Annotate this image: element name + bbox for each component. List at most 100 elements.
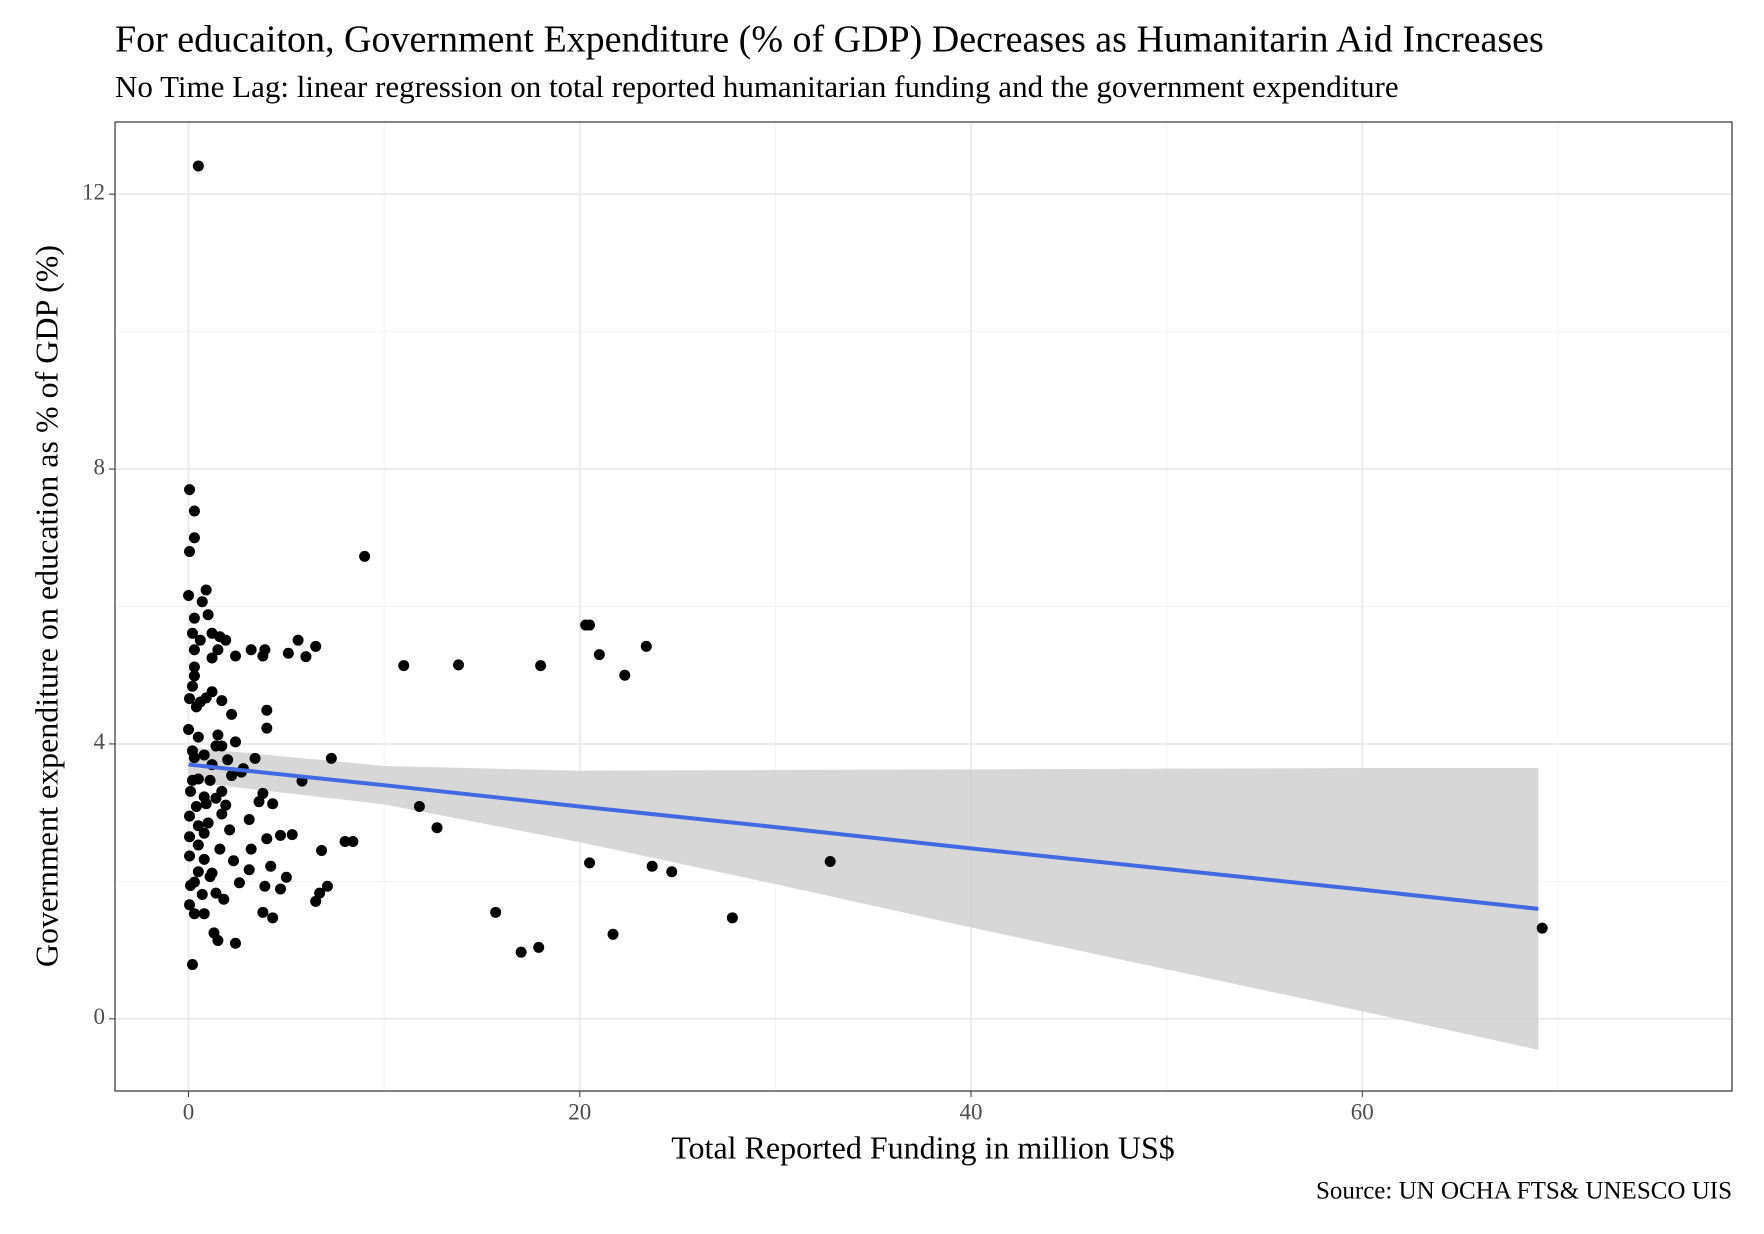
point [824,855,836,867]
point [646,860,658,872]
point [265,860,277,872]
x-tick-label: 0 [183,1099,195,1124]
point [184,693,196,705]
point [206,686,218,698]
point [490,906,502,918]
point [184,484,196,496]
confidence-band [188,747,1539,1050]
point [310,640,322,652]
point [192,160,204,172]
point [230,650,242,662]
point [259,880,271,892]
point [204,774,216,786]
point [186,680,198,692]
point [183,590,195,602]
point [192,866,204,878]
point [228,855,240,867]
point [261,704,273,716]
point [257,650,269,662]
point [186,959,198,971]
point [184,546,196,558]
point [214,843,226,855]
point [224,824,236,836]
point [261,722,273,734]
point [267,798,279,810]
point [257,787,269,799]
point [339,836,351,848]
point [198,791,210,803]
point [453,659,465,671]
point [245,843,257,855]
point [257,906,269,918]
point [640,640,652,652]
point [188,612,200,624]
point [274,883,286,895]
point [321,880,333,892]
point [226,708,238,720]
y-tick-label: 0 [94,1004,106,1029]
point [204,871,216,883]
point [292,634,304,646]
x-axis-title: Total Reported Funding in million US$ [671,1129,1175,1165]
point [359,550,371,562]
point [188,876,200,888]
point [198,749,210,761]
point [243,814,255,826]
point [218,893,230,905]
point [194,634,206,646]
point [185,785,197,797]
point [216,695,228,707]
point [194,696,206,708]
regression-line [188,762,1539,911]
point [210,740,222,752]
point [198,827,210,839]
point [183,724,195,736]
point [249,752,261,764]
y-tick-label: 8 [94,454,106,479]
point [190,800,202,812]
chart-title: For educaiton, Government Expenditure (%… [115,19,1544,61]
point [398,660,410,672]
point [216,785,228,797]
point [198,908,210,920]
y-tick-label: 4 [94,729,106,754]
point [186,627,198,639]
point [607,928,619,940]
caption: Source: UN OCHA FTS& UNESCO UIS [1316,1178,1732,1205]
point [188,670,200,682]
point [192,820,204,832]
point [253,796,265,808]
point [325,752,337,764]
point [202,817,214,829]
x-tick-label: 40 [960,1099,983,1124]
point [188,908,200,920]
point [188,752,200,764]
point [267,912,279,924]
point [245,644,257,656]
x-tick-label: 20 [568,1099,591,1124]
point [220,634,232,646]
point [216,808,228,820]
point [533,941,545,953]
point [535,660,547,672]
point [347,836,359,848]
point [184,850,196,862]
y-axis-title: Government expenditure on education as %… [28,245,64,967]
point [666,866,678,878]
plot-border [114,121,1733,1092]
point [593,649,605,661]
point [261,833,273,845]
point [280,871,292,883]
point [619,669,631,681]
point [584,619,596,631]
x-tick-label: 60 [1351,1099,1374,1124]
point [274,829,286,841]
point [184,831,196,843]
point [188,505,200,517]
point [314,887,326,899]
point [230,736,242,748]
point [515,946,527,958]
point [188,644,200,656]
point [212,644,224,656]
